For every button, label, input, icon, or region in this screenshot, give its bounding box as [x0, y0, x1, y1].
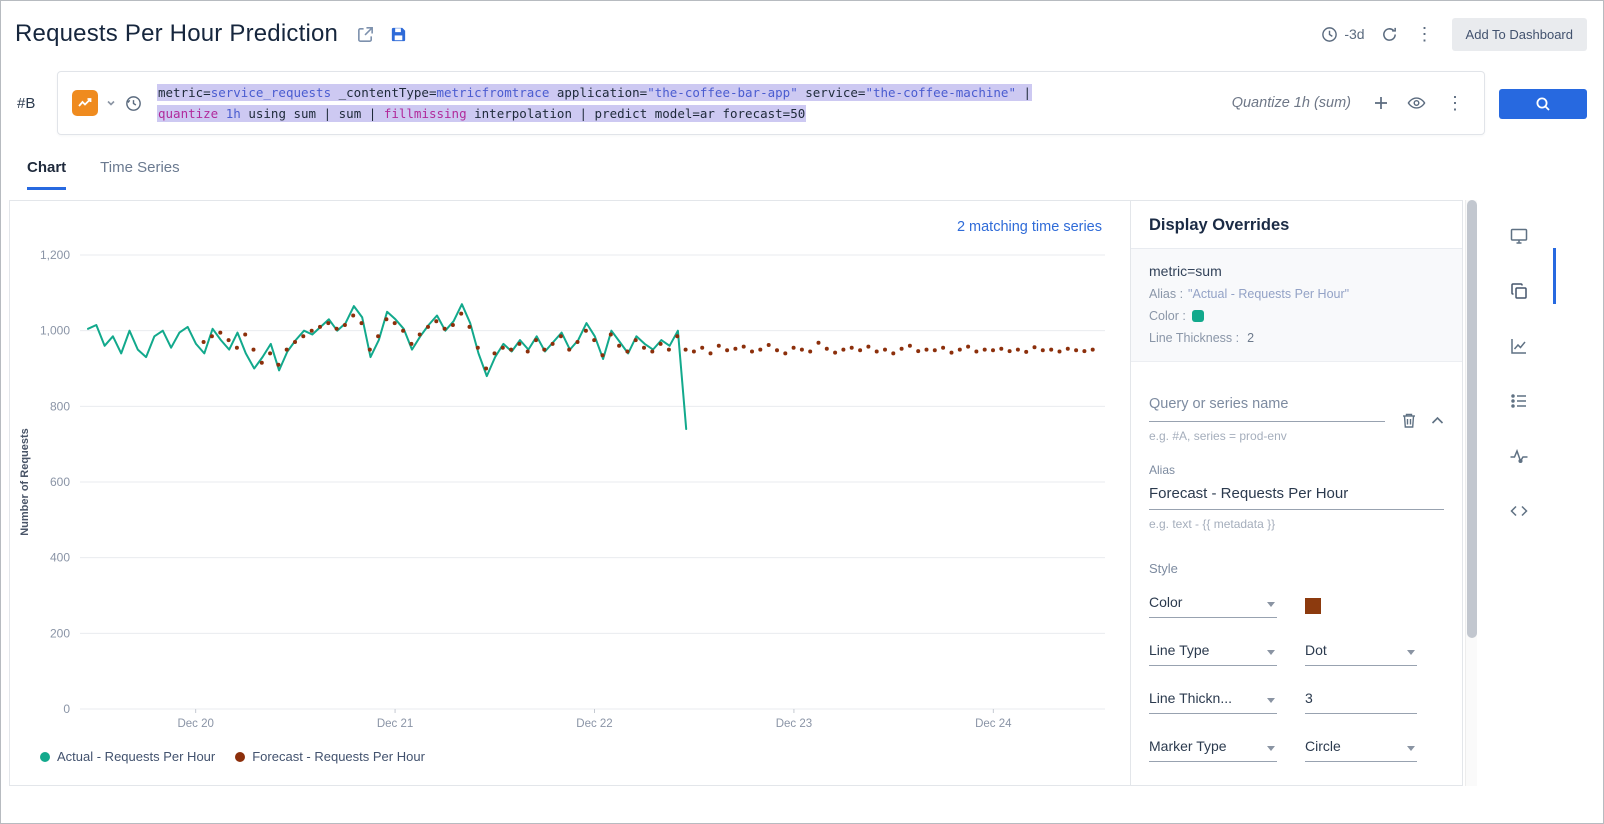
scrollbar-thumb[interactable] [1467, 200, 1477, 638]
legend-dot-icon [235, 752, 245, 762]
query-ref-label: #B [17, 95, 43, 112]
marker-type-value-select[interactable]: Circle [1305, 734, 1417, 762]
query-card: metric=service_requests _contentType=met… [57, 71, 1485, 135]
query-series-placeholder: e.g. #A, series = prod-env [1149, 429, 1385, 443]
view-mode-strip [1477, 200, 1603, 786]
header: Requests Per Hour Prediction -3d ⋮ Add T… [1, 1, 1603, 67]
history-icon[interactable] [124, 94, 143, 113]
alias-key: Alias : [1149, 287, 1183, 301]
alias-value: "Actual - Requests Per Hour" [1188, 287, 1349, 301]
thickness-value: 2 [1247, 331, 1254, 345]
svg-text:0: 0 [63, 702, 70, 716]
query-bar: #B metric=service_requests _contentType=… [1, 67, 1603, 135]
query-series-input[interactable]: Query or series name [1149, 396, 1385, 422]
svg-text:1,000: 1,000 [40, 324, 70, 338]
copy-view-icon[interactable] [1505, 263, 1533, 318]
trash-icon[interactable] [1401, 412, 1417, 429]
main-content: 2 matching time series 0 200 400 600 800 1,00… [9, 200, 1603, 786]
line-thickness-input[interactable]: 3 [1305, 686, 1417, 714]
add-to-dashboard-button[interactable]: Add To Dashboard [1452, 18, 1587, 51]
matching-series-label: 2 matching time series [957, 219, 1102, 235]
chart-view-icon[interactable] [1505, 318, 1533, 373]
svg-text:800: 800 [50, 399, 70, 413]
override-metric: metric=sum [1149, 263, 1444, 279]
time-series-chart[interactable]: 0 200 400 600 800 1,000 1,200 Dec 20 Dec 21 Dec 2… [10, 235, 1130, 741]
list-view-icon[interactable] [1505, 373, 1533, 428]
app-window: Requests Per Hour Prediction -3d ⋮ Add T… [0, 0, 1604, 824]
chevron-down-icon [1267, 746, 1275, 751]
svg-text:Dec 23: Dec 23 [776, 718, 812, 730]
header-kebab-icon[interactable]: ⋮ [1414, 25, 1436, 43]
color-select[interactable]: Color [1149, 590, 1277, 618]
chevron-down-icon[interactable] [106, 98, 116, 108]
color-key: Color : [1149, 309, 1186, 323]
marker-type-select[interactable]: Marker Type [1149, 734, 1277, 762]
override-form: Query or series name e.g. #A, series = p… [1131, 362, 1462, 762]
svg-text:400: 400 [50, 551, 70, 565]
legend-item[interactable]: Actual - Requests Per Hour [40, 749, 215, 764]
svg-text:1,200: 1,200 [40, 248, 70, 262]
display-overrides-panel: Display Overrides metric=sum Alias : "Ac… [1130, 201, 1462, 785]
legend-item[interactable]: Forecast - Requests Per Hour [235, 749, 425, 764]
line-type-select[interactable]: Line Type [1149, 638, 1277, 666]
save-icon[interactable] [389, 25, 408, 44]
svg-text:200: 200 [50, 626, 70, 640]
clock-icon [1321, 26, 1338, 43]
refresh-icon[interactable] [1381, 26, 1398, 43]
chevron-down-icon [1407, 746, 1415, 751]
svg-text:Dec 22: Dec 22 [576, 718, 612, 730]
svg-text:Dec 24: Dec 24 [975, 718, 1012, 730]
svg-text:Number of Requests: Number of Requests [19, 428, 31, 536]
eye-icon[interactable] [1407, 96, 1426, 110]
active-view-indicator [1553, 248, 1556, 304]
page-title: Requests Per Hour Prediction [15, 20, 338, 48]
chevron-down-icon [1267, 650, 1275, 655]
chart-legend: Actual - Requests Per Hour Forecast - Req… [10, 741, 1130, 764]
query-type-icon[interactable] [72, 90, 98, 116]
svg-text:600: 600 [50, 475, 70, 489]
query-input[interactable]: metric=service_requests _contentType=met… [157, 82, 1216, 124]
search-icon [1535, 96, 1551, 112]
thickness-key: Line Thickness : [1149, 331, 1239, 345]
chevron-down-icon [1407, 650, 1415, 655]
style-section-label: Style [1149, 561, 1444, 576]
panel-title: Display Overrides [1131, 201, 1462, 249]
pulse-view-icon[interactable] [1505, 428, 1533, 483]
alias-field-label: Alias [1149, 463, 1444, 477]
actual-color-swatch [1192, 310, 1204, 322]
line-thickness-select[interactable]: Line Thickn... [1149, 686, 1277, 714]
tab-bar: Chart Time Series [1, 135, 1603, 190]
display-view-icon[interactable] [1505, 208, 1533, 263]
vertical-scrollbar[interactable] [1465, 200, 1477, 786]
search-button[interactable] [1499, 89, 1587, 119]
chevron-down-icon [1267, 602, 1275, 607]
plus-icon[interactable] [1373, 95, 1389, 111]
query-kebab-icon[interactable]: ⋮ [1444, 94, 1466, 112]
tab-chart[interactable]: Chart [27, 159, 66, 190]
legend-label: Actual - Requests Per Hour [57, 749, 215, 764]
alias-helper: e.g. text - {{ metadata }} [1149, 517, 1444, 531]
tab-time-series[interactable]: Time Series [100, 159, 179, 190]
legend-label: Forecast - Requests Per Hour [252, 749, 425, 764]
alias-input[interactable]: Forecast - Requests Per Hour [1149, 477, 1444, 510]
legend-dot-icon [40, 752, 50, 762]
svg-text:Dec 21: Dec 21 [377, 718, 413, 730]
override-summary[interactable]: metric=sum Alias : "Actual - Requests Pe… [1131, 249, 1462, 362]
line-type-value-select[interactable]: Dot [1305, 638, 1417, 666]
collapse-icon[interactable] [1431, 416, 1444, 425]
results-card: 2 matching time series 0 200 400 600 800 1,00… [9, 200, 1463, 786]
chart-region: 2 matching time series 0 200 400 600 800 1,00… [10, 201, 1130, 785]
svg-text:Dec 20: Dec 20 [177, 718, 213, 730]
code-view-icon[interactable] [1505, 483, 1533, 538]
quantize-label: Quantize 1h (sum) [1232, 95, 1351, 111]
forecast-color-swatch[interactable] [1305, 598, 1321, 614]
chevron-down-icon [1267, 698, 1275, 703]
time-range-label: -3d [1344, 26, 1364, 42]
share-icon[interactable] [356, 25, 375, 44]
time-range-control[interactable]: -3d [1321, 26, 1364, 43]
